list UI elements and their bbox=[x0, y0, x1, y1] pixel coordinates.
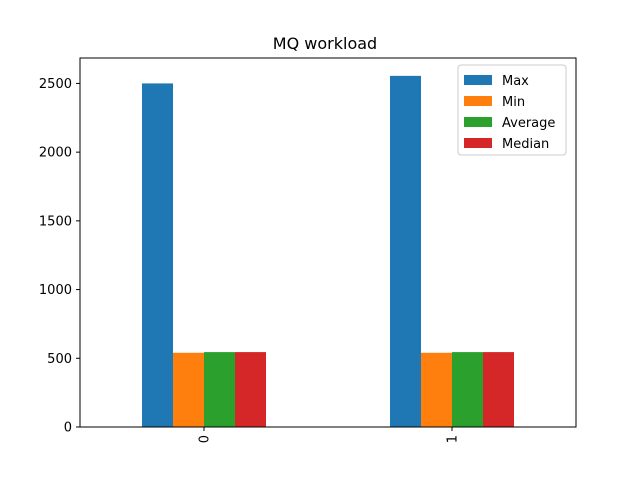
legend-swatch-max bbox=[464, 75, 492, 85]
bar-max-1 bbox=[390, 75, 421, 428]
bar-median-1 bbox=[483, 352, 514, 427]
y-axis: 0 500 1000 1500 2000 2500 bbox=[39, 77, 80, 436]
legend: Max Min Average Median bbox=[457, 64, 567, 156]
legend-swatch-average bbox=[464, 117, 492, 127]
y-tick-label: 1500 bbox=[39, 214, 72, 229]
bars-group bbox=[142, 75, 514, 428]
legend-swatch-median bbox=[464, 138, 492, 148]
y-tick-label: 2500 bbox=[39, 77, 72, 92]
x-tick-label: 1 bbox=[446, 435, 461, 443]
bar-average-1 bbox=[452, 352, 483, 427]
legend-swatch-min bbox=[464, 96, 492, 106]
x-tick-label: 0 bbox=[198, 435, 213, 443]
y-tick-label: 500 bbox=[47, 352, 72, 367]
legend-label-max: Max bbox=[502, 74, 529, 89]
bar-min-1 bbox=[421, 352, 452, 427]
legend-label-min: Min bbox=[502, 95, 525, 110]
bar-min-0 bbox=[173, 352, 204, 427]
legend-label-median: Median bbox=[502, 137, 549, 152]
plot-frame bbox=[79, 57, 577, 428]
bar-max-0 bbox=[142, 83, 173, 427]
bar-average-0 bbox=[204, 352, 235, 427]
legend-box bbox=[457, 64, 567, 156]
y-tick-label: 0 bbox=[64, 421, 72, 436]
y-tick-label: 1000 bbox=[39, 283, 72, 298]
legend-label-average: Average bbox=[502, 116, 555, 131]
chart-title: MQ workload bbox=[273, 34, 377, 53]
bar-median-0 bbox=[235, 352, 266, 427]
y-tick-label: 2000 bbox=[39, 146, 72, 161]
